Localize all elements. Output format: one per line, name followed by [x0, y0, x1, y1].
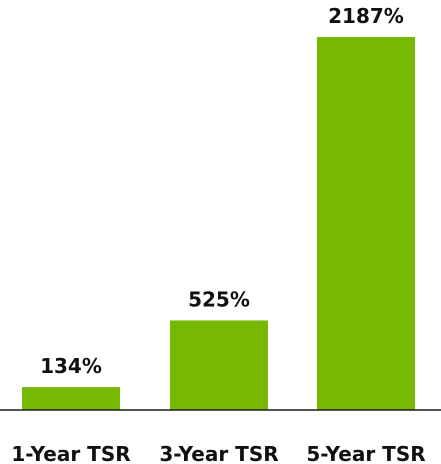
category-label: 3-Year TSR	[159, 442, 278, 464]
value-label: 525%	[188, 287, 250, 311]
value-labels-layer: 134% 525% 2187%	[40, 4, 404, 378]
category-label: 1-Year TSR	[11, 442, 130, 464]
category-label: 5-Year TSR	[306, 442, 425, 464]
bars-layer	[22, 37, 415, 410]
value-label: 2187%	[328, 4, 404, 28]
bar-1-year-tsr	[22, 387, 120, 410]
bar-5-year-tsr	[317, 37, 415, 410]
category-labels-layer: 1-Year TSR 3-Year TSR 5-Year TSR	[11, 442, 425, 464]
bar-3-year-tsr	[170, 320, 268, 410]
value-label: 134%	[40, 354, 102, 378]
